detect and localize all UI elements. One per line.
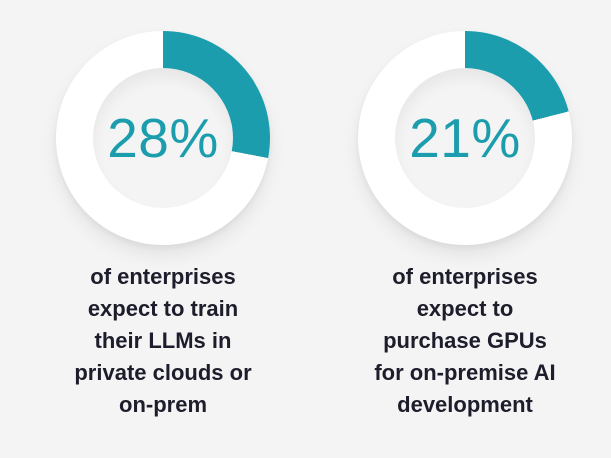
stat-card-gpu-purchase: 21% of enterprises expect to purchase GP… bbox=[345, 31, 585, 458]
donut-hole: 21% bbox=[395, 68, 535, 208]
percentage-label: 28% bbox=[107, 107, 219, 169]
stat-caption: of enterprises expect to purchase GPUs f… bbox=[374, 264, 556, 417]
stat-card-private-cloud-training: 28% of enterprises expect to train their… bbox=[43, 31, 283, 458]
percentage-label: 21% bbox=[409, 107, 521, 169]
donut-hole: 28% bbox=[93, 68, 233, 208]
stat-caption: of enterprises expect to train their LLM… bbox=[74, 264, 252, 417]
donut-chart-gpu-purchase: 21% bbox=[358, 31, 572, 245]
donut-chart-private-cloud: 28% bbox=[56, 31, 270, 245]
